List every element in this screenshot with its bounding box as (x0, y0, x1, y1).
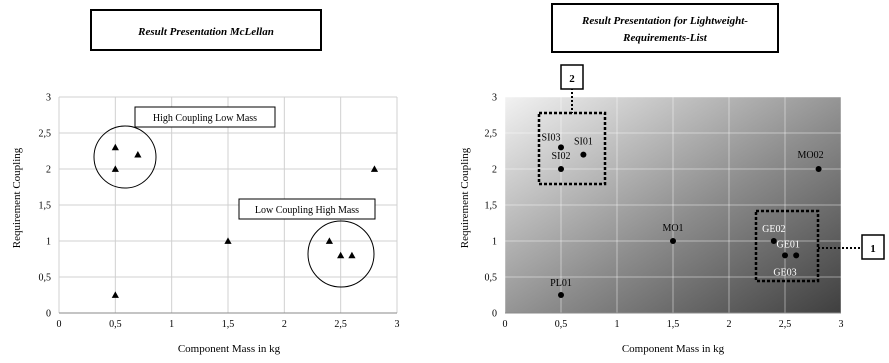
y-tick-label: 2 (492, 165, 497, 176)
x-tick-label: 1 (169, 319, 174, 330)
x-tick-label: 1,5 (222, 319, 235, 330)
point-label: GE02 (762, 224, 785, 235)
dot-marker (558, 166, 564, 172)
chart-lightweight: Result Presentation for Lightweight- Req… (459, 3, 885, 355)
dot-marker (770, 238, 777, 244)
callout-label-2: 2 (569, 73, 575, 85)
x-tick-label: 1 (615, 319, 620, 330)
triangle-marker (224, 237, 232, 244)
point-label: GE01 (777, 239, 800, 250)
annotation-high-coupling: High Coupling Low Mass (153, 113, 257, 124)
dot-marker (670, 238, 676, 244)
y-tick-label: 1,5 (485, 201, 498, 212)
triangle-marker (111, 291, 119, 298)
triangle-marker (111, 143, 119, 151)
annotation-box-high-coupling (134, 106, 276, 128)
point-label: SI01 (574, 137, 593, 148)
y-tick-label: 1 (46, 237, 51, 248)
point-label: PL01 (550, 278, 572, 289)
left-y-axis-title: Requirement Coupling (11, 147, 23, 248)
point-label: GE03 (773, 267, 796, 278)
cluster-circle-high-coupling (93, 125, 157, 189)
x-tick-label: 2,5 (334, 319, 347, 330)
x-tick-label: 2,5 (779, 319, 792, 330)
y-tick-label: 2,5 (485, 129, 498, 140)
right-plot-background (505, 97, 841, 313)
y-tick-label: 3 (46, 93, 51, 104)
triangle-marker (325, 237, 333, 244)
right-y-axis-title: Requirement Coupling (459, 147, 471, 248)
x-tick-label: 3 (839, 319, 844, 330)
triangle-marker (348, 251, 356, 259)
x-tick-label: 2 (727, 319, 732, 330)
left-x-axis-title: Component Mass in kg (178, 343, 281, 355)
y-tick-label: 1,5 (39, 201, 52, 212)
dot-marker (793, 252, 800, 259)
right-chart-title-line-1: Result Presentation for Lightweight- (581, 15, 748, 27)
point-label: SI03 (542, 132, 561, 143)
dot-marker (782, 252, 788, 259)
annotation-low-coupling: Low Coupling High Mass (255, 205, 359, 216)
left-data-points (111, 143, 379, 298)
dot-marker (558, 292, 564, 298)
y-tick-label: 1 (492, 237, 497, 248)
triangle-marker (337, 251, 345, 259)
cluster-circle-low-coupling (307, 220, 375, 288)
highlight-box-1 (754, 209, 820, 283)
right-x-axis-title: Component Mass in kg (622, 343, 725, 355)
y-tick-label: 3 (492, 93, 497, 104)
point-label: MO02 (798, 150, 824, 161)
right-tick-labels: 0 0,5 1 1,5 2 2,5 3 0 0,5 1 1,5 2 2,5 3 (485, 93, 844, 331)
triangle-marker (370, 165, 379, 172)
triangle-marker (111, 165, 119, 172)
callout-box-1 (861, 234, 885, 260)
right-chart-title-line-2: Requirements-List (622, 32, 708, 44)
triangle-marker (134, 151, 142, 158)
annotation-box-low-coupling (238, 198, 376, 220)
callout-label-1: 1 (870, 243, 876, 255)
callout-box-2 (560, 64, 584, 90)
dot-marker (558, 144, 564, 151)
right-grid (504, 96, 842, 314)
point-label: SI02 (552, 151, 571, 162)
left-tick-labels: 0 0,5 1 1,5 2 2,5 3 0 0,5 1 1,5 2 2,5 3 (39, 93, 400, 331)
x-tick-label: 2 (282, 319, 287, 330)
x-tick-label: 0 (503, 319, 508, 330)
dot-marker (815, 166, 822, 172)
dot-marker (580, 151, 587, 158)
left-title-box (90, 9, 322, 51)
x-tick-label: 3 (395, 319, 400, 330)
x-tick-label: 0 (57, 319, 62, 330)
y-tick-label: 0 (46, 309, 51, 320)
x-tick-label: 0,5 (109, 319, 122, 330)
y-tick-label: 2 (46, 165, 51, 176)
y-tick-label: 0,5 (39, 273, 52, 284)
x-tick-label: 0,5 (555, 319, 568, 330)
right-title-box (551, 3, 779, 53)
y-tick-label: 0,5 (485, 273, 498, 284)
x-tick-label: 1,5 (667, 319, 680, 330)
y-tick-label: 0 (492, 309, 497, 320)
left-chart-title: Result Presentation McLellan (137, 26, 274, 38)
point-label: MO1 (662, 223, 683, 234)
chart-mclellan: Result Presentation McLellan 0 0,5 1 1,5 2 2,… (11, 9, 400, 355)
y-tick-label: 2,5 (39, 129, 52, 140)
